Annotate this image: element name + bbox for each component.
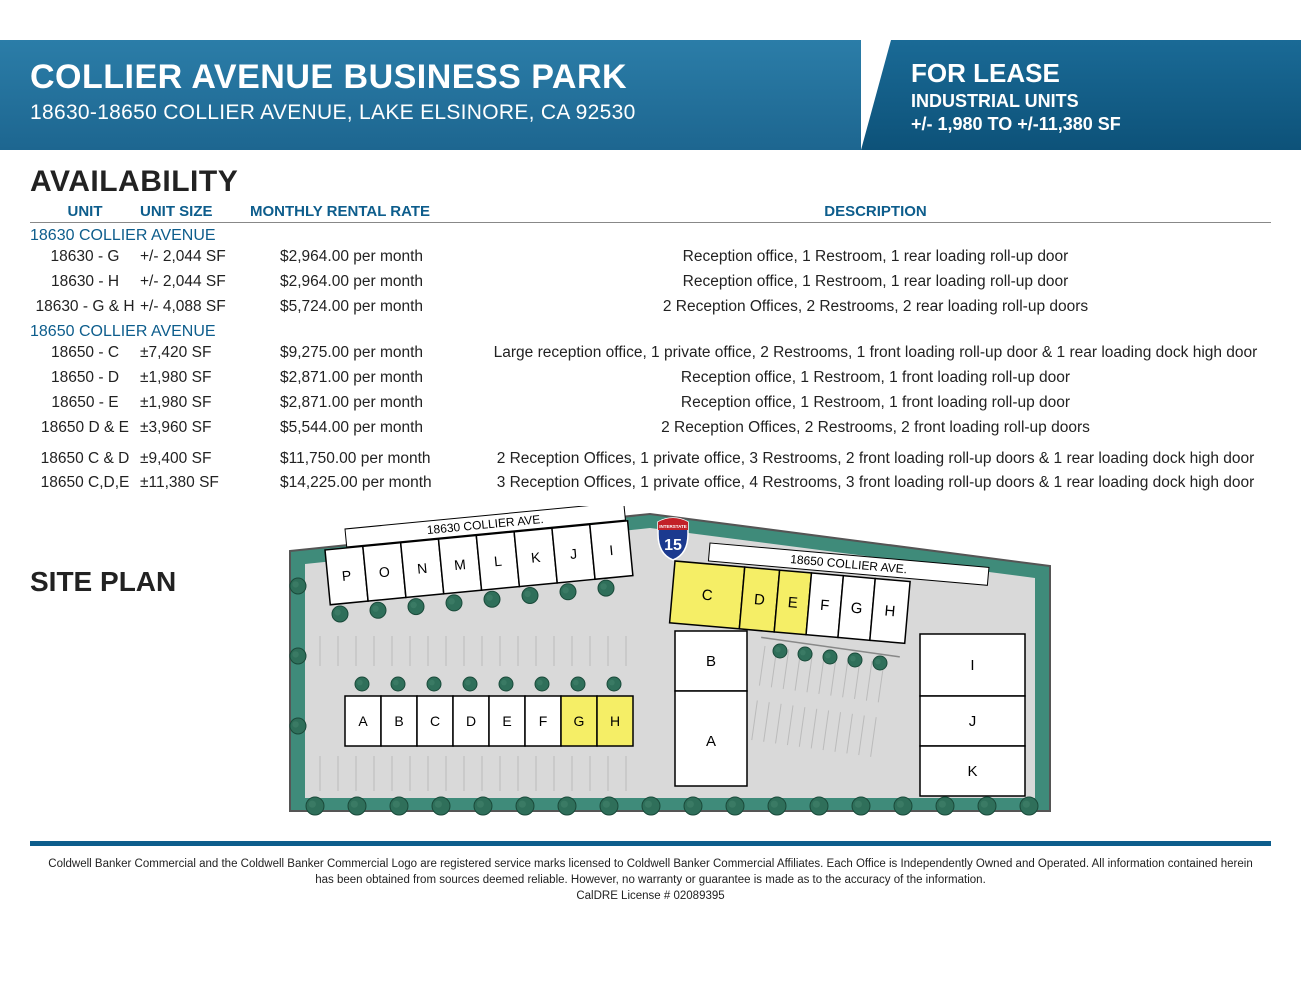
lease-heading: FOR LEASE	[911, 58, 1271, 89]
cell-size: ±9,400 SF	[140, 447, 250, 472]
col-header-unit: UNIT	[30, 203, 140, 220]
svg-text:B: B	[394, 713, 403, 729]
cell-desc: 2 Reception Offices, 1 private office, 3…	[480, 447, 1271, 472]
site-plan-section: SITE PLAN 18630 COLLIER AVE.18650 COLLIE…	[30, 506, 1271, 831]
cell-rate: $2,964.00 per month	[250, 245, 480, 270]
cell-unit: 18650 - D	[30, 366, 140, 391]
cell-unit: 18630 - G	[30, 245, 140, 270]
table-row: 18650 C,D,E±11,380 SF$14,225.00 per mont…	[30, 471, 1271, 496]
svg-text:B: B	[706, 653, 716, 670]
svg-text:F: F	[819, 597, 830, 615]
building-label: 18630 COLLIER AVENUE	[30, 227, 1271, 245]
cell-desc: Large reception office, 1 private office…	[480, 341, 1271, 366]
availability-table: UNIT UNIT SIZE MONTHLY RENTAL RATE DESCR…	[30, 203, 1271, 496]
footer-rule	[30, 841, 1271, 846]
cell-rate: $2,964.00 per month	[250, 270, 480, 295]
lease-sf: +/- 1,980 TO +/-11,380 SF	[911, 114, 1271, 135]
site-plan-title: SITE PLAN	[30, 506, 280, 831]
disclaimer-text: Coldwell Banker Commercial and the Coldw…	[48, 858, 1252, 886]
svg-text:C: C	[701, 587, 713, 605]
cell-rate: $11,750.00 per month	[250, 447, 480, 472]
cell-unit: 18650 - E	[30, 391, 140, 416]
header-banner: COLLIER AVENUE BUSINESS PARK 18630-18650…	[0, 40, 1301, 150]
cell-unit: 18650 D & E	[30, 416, 140, 441]
svg-text:D: D	[753, 591, 765, 609]
license-text: CalDRE License # 02089395	[576, 890, 724, 902]
svg-text:I: I	[970, 657, 974, 674]
svg-text:H: H	[884, 603, 896, 621]
cell-unit: 18650 C & D	[30, 447, 140, 472]
cell-desc: 2 Reception Offices, 2 Restrooms, 2 fron…	[480, 416, 1271, 441]
header-right: FOR LEASE INDUSTRIAL UNITS +/- 1,980 TO …	[861, 40, 1301, 150]
svg-text:15: 15	[664, 537, 682, 554]
table-row: 18630 - H+/- 2,044 SF$2,964.00 per month…	[30, 270, 1271, 295]
table-row: 18650 - C±7,420 SF$9,275.00 per monthLar…	[30, 341, 1271, 366]
cell-size: ±11,380 SF	[140, 471, 250, 496]
cell-rate: $2,871.00 per month	[250, 366, 480, 391]
cell-size: ±1,980 SF	[140, 391, 250, 416]
svg-text:INTERSTATE: INTERSTATE	[659, 524, 687, 529]
availability-header: UNIT UNIT SIZE MONTHLY RENTAL RATE DESCR…	[30, 203, 1271, 223]
table-row: 18650 D & E±3,960 SF$5,544.00 per month2…	[30, 416, 1271, 441]
table-row: 18630 - G+/- 2,044 SF$2,964.00 per month…	[30, 245, 1271, 270]
svg-text:O: O	[378, 564, 390, 581]
svg-text:E: E	[502, 713, 511, 729]
header-left: COLLIER AVENUE BUSINESS PARK 18630-18650…	[0, 40, 861, 150]
cell-unit: 18650 C,D,E	[30, 471, 140, 496]
svg-text:H: H	[610, 713, 620, 729]
lease-sub: INDUSTRIAL UNITS	[911, 91, 1271, 112]
svg-text:J: J	[969, 713, 977, 730]
availability-title: AVAILABILITY	[30, 165, 1271, 199]
svg-text:K: K	[967, 763, 977, 780]
svg-text:A: A	[706, 733, 716, 750]
col-header-size: UNIT SIZE	[140, 203, 250, 220]
table-row: 18650 - E±1,980 SF$2,871.00 per monthRec…	[30, 391, 1271, 416]
cell-size: ±1,980 SF	[140, 366, 250, 391]
svg-text:G: G	[850, 600, 863, 618]
site-plan-drawing: 18630 COLLIER AVE.18650 COLLIER AVE.INTE…	[280, 506, 1271, 831]
col-header-desc: DESCRIPTION	[480, 203, 1271, 220]
svg-text:M: M	[453, 556, 466, 573]
svg-text:P: P	[341, 567, 352, 584]
cell-desc: Reception office, 1 Restroom, 1 front lo…	[480, 391, 1271, 416]
cell-rate: $5,544.00 per month	[250, 416, 480, 441]
cell-desc: 2 Reception Offices, 2 Restrooms, 2 rear…	[480, 295, 1271, 320]
svg-text:E: E	[787, 594, 798, 612]
cell-desc: 3 Reception Offices, 1 private office, 4…	[480, 471, 1271, 496]
svg-text:C: C	[430, 713, 440, 729]
cell-desc: Reception office, 1 Restroom, 1 rear loa…	[480, 245, 1271, 270]
cell-desc: Reception office, 1 Restroom, 1 front lo…	[480, 366, 1271, 391]
property-address: 18630-18650 COLLIER AVENUE, LAKE ELSINOR…	[30, 101, 861, 125]
cell-unit: 18630 - G & H	[30, 295, 140, 320]
cell-size: +/- 2,044 SF	[140, 245, 250, 270]
cell-rate: $5,724.00 per month	[250, 295, 480, 320]
table-row: 18650 - D±1,980 SF$2,871.00 per monthRec…	[30, 366, 1271, 391]
building-label: 18650 COLLIER AVENUE	[30, 323, 1271, 341]
cell-unit: 18630 - H	[30, 270, 140, 295]
cell-size: +/- 2,044 SF	[140, 270, 250, 295]
cell-rate: $2,871.00 per month	[250, 391, 480, 416]
cell-rate: $9,275.00 per month	[250, 341, 480, 366]
cell-unit: 18650 - C	[30, 341, 140, 366]
svg-text:G: G	[574, 713, 585, 729]
svg-text:D: D	[466, 713, 476, 729]
cell-size: ±7,420 SF	[140, 341, 250, 366]
property-title: COLLIER AVENUE BUSINESS PARK	[30, 58, 861, 97]
table-row: 18650 C & D±9,400 SF$11,750.00 per month…	[30, 447, 1271, 472]
svg-text:F: F	[539, 713, 548, 729]
disclaimer: Coldwell Banker Commercial and the Coldw…	[0, 856, 1301, 914]
table-row: 18630 - G & H+/- 4,088 SF$5,724.00 per m…	[30, 295, 1271, 320]
cell-size: +/- 4,088 SF	[140, 295, 250, 320]
cell-rate: $14,225.00 per month	[250, 471, 480, 496]
svg-text:A: A	[358, 713, 368, 729]
cell-desc: Reception office, 1 Restroom, 1 rear loa…	[480, 270, 1271, 295]
col-header-rate: MONTHLY RENTAL RATE	[250, 203, 480, 220]
svg-text:N: N	[416, 560, 428, 577]
cell-size: ±3,960 SF	[140, 416, 250, 441]
